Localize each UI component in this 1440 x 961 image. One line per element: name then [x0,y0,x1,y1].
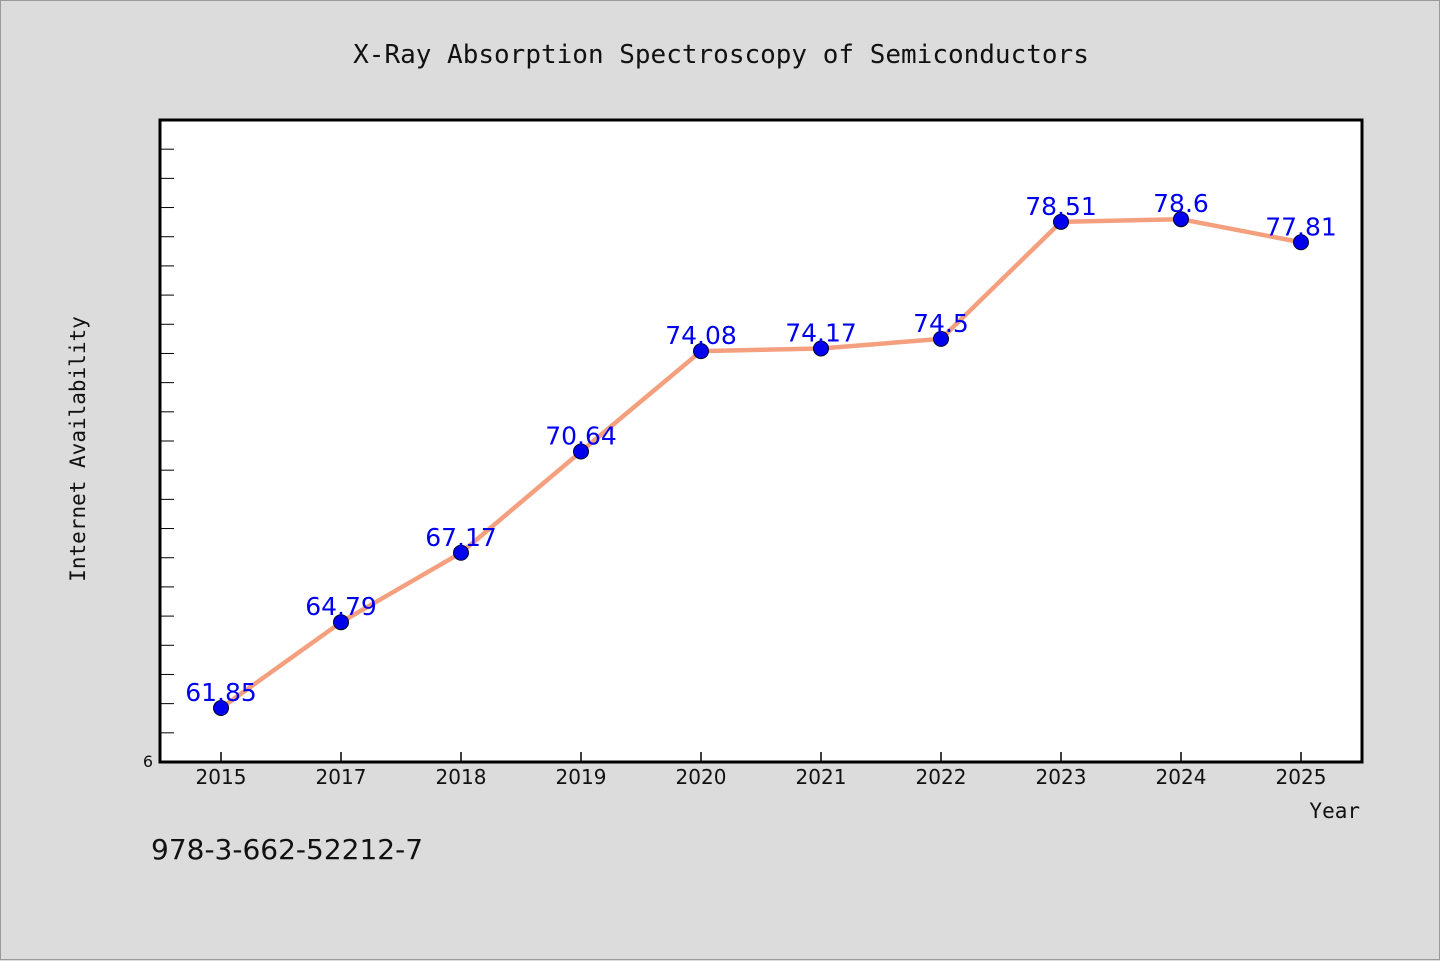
data-point [933,330,949,347]
data-point [573,443,589,460]
footnote-text: 978-3-662-52212-7 [151,833,424,866]
plot-area [158,118,1364,764]
x-axis-ticks [220,752,1302,762]
x-tick-label: 2024 [1156,765,1207,789]
data-label: 74.08 [665,321,737,350]
data-label: 61.85 [185,678,257,707]
data-point [1173,211,1189,228]
x-tick-label: 2020 [676,765,727,789]
data-label: 74.17 [785,318,857,347]
x-axis-label: Year [1309,799,1360,823]
series-line [219,216,1302,710]
y-axis-tick-labels: 6 [143,752,153,771]
y-axis-label: Internet Availability [66,316,90,582]
data-label: 78.51 [1025,192,1097,221]
data-point [813,340,829,357]
y-tick-label: 6 [143,752,153,771]
x-tick-label: 2025 [1276,765,1327,789]
data-point [213,700,229,717]
x-tick-label: 2019 [556,765,607,789]
data-labels: 61.85 64.79 67.17 70.64 74.08 74.17 74.5 78.51 7… [185,189,1337,707]
data-points [213,211,1309,717]
data-label: 64.79 [305,592,377,621]
data-point [1053,213,1069,230]
x-tick-label: 2022 [916,765,967,789]
x-tick-label: 2017 [316,765,367,789]
data-point [693,343,709,360]
x-tick-label: 2023 [1036,765,1087,789]
data-label: 77.81 [1265,212,1337,241]
chart-title: X-Ray Absorption Spectroscopy of Semicon… [353,40,1089,70]
data-point [333,614,349,631]
x-tick-label: 2015 [196,765,247,789]
data-label: 70.64 [545,422,617,451]
x-tick-label: 2018 [436,765,487,789]
data-label: 78.6 [1153,189,1209,218]
data-point [1293,234,1309,251]
data-label: 74.5 [913,309,969,338]
data-point [453,544,469,561]
data-label: 67.17 [425,523,497,552]
x-axis-tick-labels: 2015 2017 2018 2019 2020 2021 2022 2023 2024 2025 [196,765,1327,789]
x-tick-label: 2021 [796,765,847,789]
y-axis-ticks [160,119,174,763]
